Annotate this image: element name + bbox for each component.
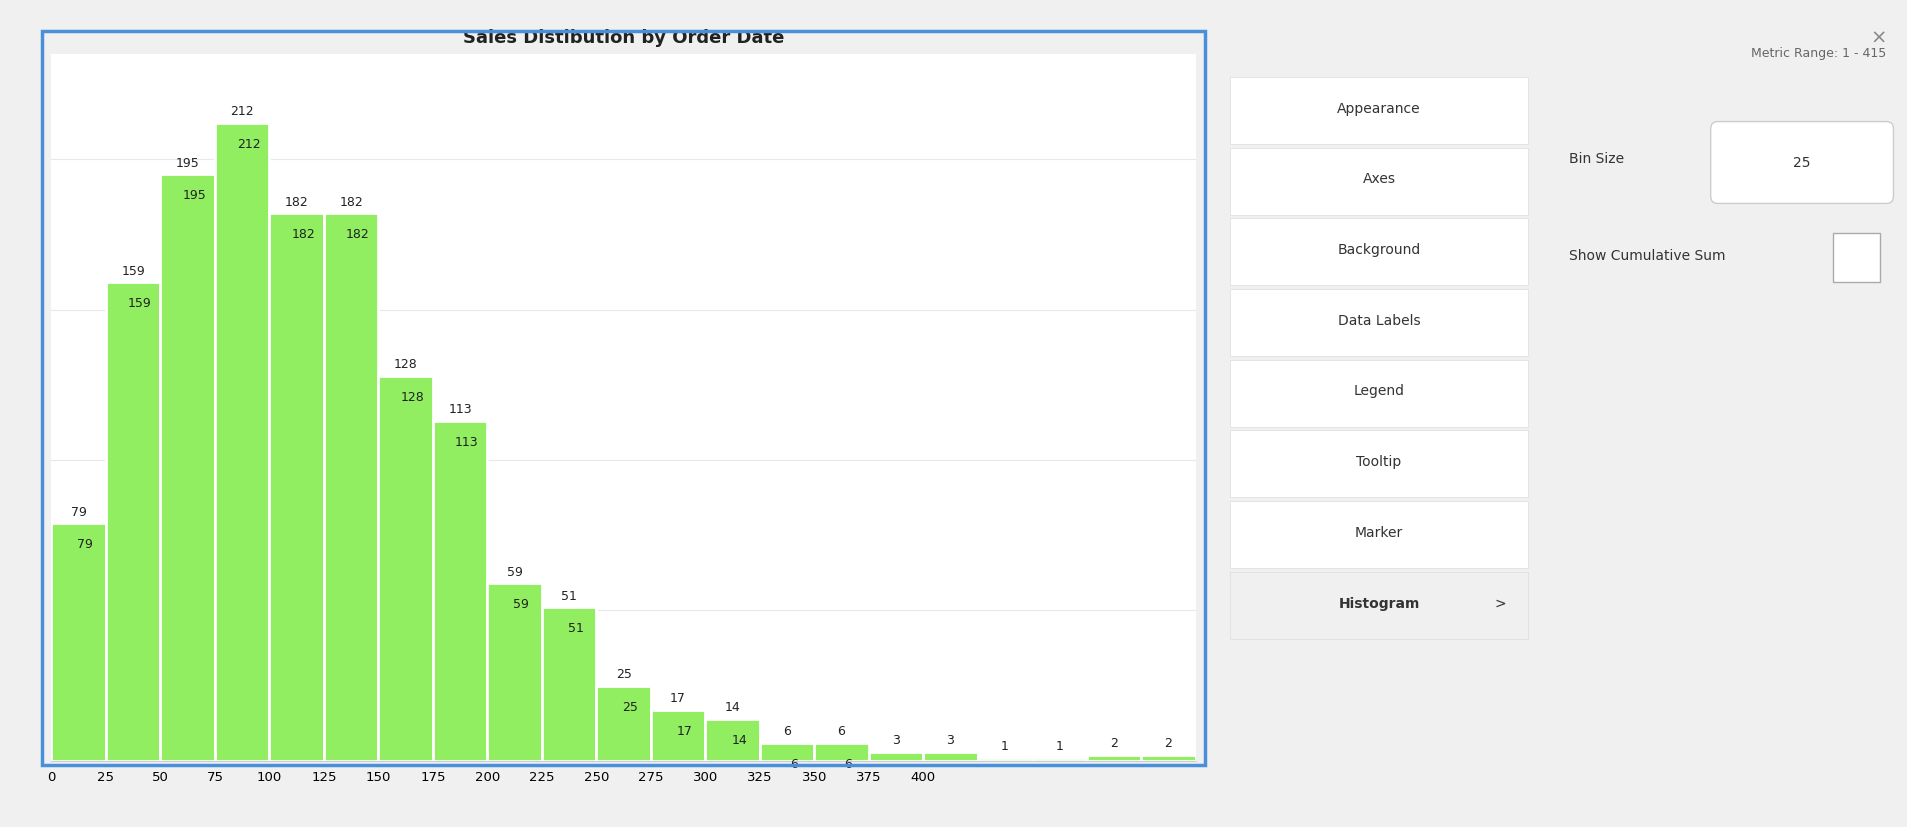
FancyBboxPatch shape: [1711, 122, 1894, 203]
Text: >: >: [1495, 596, 1507, 610]
Bar: [269, 213, 324, 761]
Bar: [759, 743, 814, 761]
Bar: [1230, 430, 1528, 497]
Text: Bin Size: Bin Size: [1569, 152, 1623, 165]
Text: Tooltip: Tooltip: [1356, 455, 1402, 469]
Bar: [870, 752, 923, 761]
Text: 1: 1: [1056, 740, 1064, 753]
Text: 14: 14: [730, 734, 748, 747]
Text: Background: Background: [1337, 243, 1421, 257]
Text: 159: 159: [122, 265, 145, 278]
Bar: [923, 752, 978, 761]
Text: 182: 182: [339, 196, 362, 208]
Text: 51: 51: [568, 623, 584, 635]
Title: Sales Distibution by Order Date: Sales Distibution by Order Date: [463, 29, 784, 46]
Text: 182: 182: [345, 228, 370, 241]
Bar: [324, 213, 378, 761]
Bar: [1833, 233, 1880, 281]
Bar: [488, 583, 542, 761]
Bar: [215, 123, 269, 761]
Text: 1: 1: [1001, 740, 1009, 753]
Text: 6: 6: [789, 758, 797, 771]
Text: 128: 128: [400, 390, 423, 404]
Text: Appearance: Appearance: [1337, 102, 1421, 116]
Text: 6: 6: [837, 725, 845, 739]
Text: 212: 212: [231, 106, 254, 118]
Bar: [1140, 755, 1196, 761]
Text: Metric Range: 1 - 415: Metric Range: 1 - 415: [1751, 47, 1886, 60]
Text: 25: 25: [616, 668, 631, 681]
Bar: [814, 743, 870, 761]
Text: 3: 3: [892, 734, 900, 748]
Bar: [542, 607, 597, 761]
Bar: [1230, 218, 1528, 285]
Text: 6: 6: [845, 758, 852, 771]
Text: 113: 113: [456, 436, 479, 449]
Text: Data Labels: Data Labels: [1337, 313, 1421, 327]
Text: 182: 182: [284, 196, 309, 208]
Text: Legend: Legend: [1354, 385, 1404, 399]
Bar: [706, 719, 759, 761]
Bar: [1230, 501, 1528, 568]
Bar: [160, 174, 215, 761]
Text: 2: 2: [1110, 738, 1118, 750]
Bar: [1230, 148, 1528, 215]
Bar: [433, 421, 488, 761]
Bar: [1230, 77, 1528, 144]
Text: 2: 2: [1165, 738, 1173, 750]
Text: 212: 212: [236, 138, 261, 151]
Bar: [1230, 360, 1528, 427]
Bar: [597, 686, 650, 761]
Bar: [978, 758, 1032, 761]
Text: Show Cumulative Sum: Show Cumulative Sum: [1569, 249, 1726, 262]
Text: 182: 182: [292, 228, 315, 241]
Text: 195: 195: [175, 156, 200, 170]
Text: 79: 79: [71, 505, 86, 519]
Text: Marker: Marker: [1354, 526, 1404, 540]
Bar: [378, 375, 433, 761]
Bar: [51, 523, 107, 761]
Text: 113: 113: [448, 404, 471, 416]
Text: ×: ×: [1871, 29, 1886, 47]
Text: 25: 25: [622, 700, 639, 714]
Text: 3: 3: [946, 734, 954, 748]
Text: 128: 128: [393, 358, 418, 371]
Bar: [1230, 289, 1528, 356]
Bar: [650, 710, 706, 761]
Text: 6: 6: [784, 725, 791, 739]
Text: 17: 17: [669, 692, 687, 705]
Bar: [107, 283, 160, 761]
Bar: [1087, 755, 1140, 761]
Text: 79: 79: [78, 538, 93, 551]
Text: 51: 51: [561, 590, 578, 603]
Text: Histogram: Histogram: [1339, 596, 1419, 610]
Bar: [1032, 758, 1087, 761]
Text: 59: 59: [507, 566, 523, 579]
Text: 14: 14: [725, 701, 740, 715]
Text: 17: 17: [677, 724, 692, 738]
Text: 159: 159: [128, 298, 153, 310]
Text: 25: 25: [1793, 155, 1812, 170]
Text: 59: 59: [513, 599, 528, 611]
Bar: [1230, 572, 1528, 638]
Text: 195: 195: [183, 189, 206, 202]
Text: Axes: Axes: [1362, 172, 1396, 186]
